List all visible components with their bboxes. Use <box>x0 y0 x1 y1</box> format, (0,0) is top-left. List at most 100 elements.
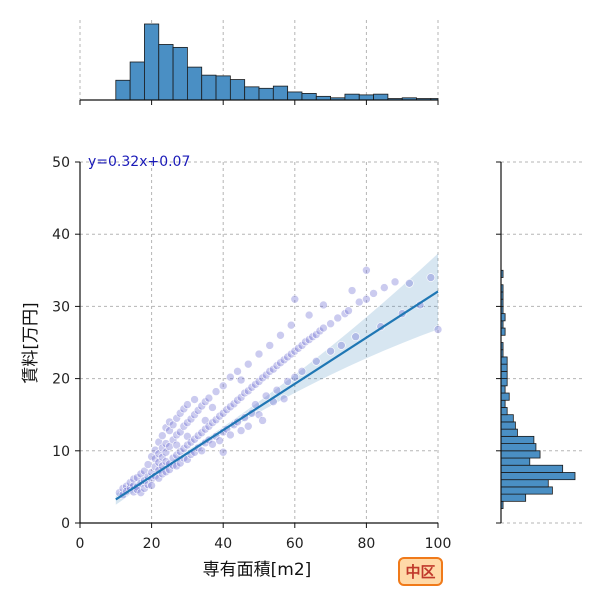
scatter-point <box>258 373 267 383</box>
scatter-point <box>311 330 321 339</box>
scatter-point <box>304 310 314 320</box>
scatter-point <box>197 428 207 438</box>
right-hist-bar <box>500 356 508 365</box>
scatter-point <box>204 421 214 431</box>
right-hist-bar <box>500 443 537 452</box>
scatter-point <box>154 458 164 467</box>
scatter-point <box>276 358 285 368</box>
scatter-point <box>193 431 203 440</box>
scatter-point <box>183 440 192 450</box>
fit-equation-label: y=0.32x+0.07 <box>88 154 190 170</box>
grid-lines <box>79 20 585 524</box>
scatter-point <box>158 431 167 440</box>
scatter-point <box>226 372 235 382</box>
scatter-point <box>351 332 360 342</box>
right-hist-bar <box>500 486 553 495</box>
scatter-point <box>172 414 181 423</box>
right-hist-bar <box>500 435 535 444</box>
scatter-point <box>319 300 328 310</box>
y-tick-label: 10 <box>52 444 70 460</box>
top-hist-bar <box>358 94 374 101</box>
right-hist-bar <box>500 479 549 488</box>
x-tick-label: 40 <box>214 536 232 552</box>
scatter-point <box>125 478 135 487</box>
top-hist-bar <box>201 74 217 101</box>
scatter-point <box>147 481 156 490</box>
scatter-point <box>233 367 242 376</box>
tick-labels: 0 20 40 60 80 100 0 10 20 30 40 50 <box>52 155 451 552</box>
scatter-point <box>186 414 196 424</box>
scatter-point <box>315 326 325 336</box>
scatter-point <box>186 437 196 447</box>
scatter-point <box>286 320 296 330</box>
x-tick-label: 0 <box>76 536 85 552</box>
scatter-point <box>247 382 257 392</box>
y-axis-title: 賃料[万円] <box>21 302 41 383</box>
x-tick-label: 80 <box>357 536 375 552</box>
x-tick-label: 20 <box>143 536 161 552</box>
scatter-point <box>236 393 246 402</box>
scatter-point <box>283 377 292 386</box>
fit-line-group <box>115 290 439 501</box>
scatter-point <box>172 430 181 440</box>
scatter-point <box>243 386 253 396</box>
y-tick-label: 40 <box>52 227 70 243</box>
top-hist-bar <box>301 93 317 101</box>
scatter-point <box>172 440 181 450</box>
scatter-point <box>218 381 228 391</box>
scatter-point <box>158 443 167 453</box>
top-hist-bar <box>158 44 174 101</box>
fit-line <box>115 290 439 501</box>
region-badge: 中区 <box>398 557 443 586</box>
right-hist-bar <box>500 313 506 322</box>
right-hist-bar <box>500 392 510 401</box>
scatter-point <box>190 410 199 420</box>
scatter-point <box>272 361 282 370</box>
right-hist-bar <box>500 327 506 336</box>
scatter-point <box>208 440 217 449</box>
scatter-point <box>379 283 389 292</box>
scatter-point <box>204 393 214 403</box>
scatter-point <box>208 403 217 412</box>
scatter-point <box>290 346 300 356</box>
x-tick-label: 60 <box>286 536 304 552</box>
top-hist-bar <box>172 46 188 101</box>
scatter-point <box>290 372 300 382</box>
scatter-point <box>226 402 235 412</box>
scatter-point <box>218 447 228 457</box>
scatter-point <box>175 408 185 418</box>
top-hist-bar <box>186 66 203 101</box>
right-hist-bar <box>500 421 516 430</box>
scatter-point <box>201 424 210 434</box>
right-hist-bar <box>500 414 514 423</box>
scatter-point <box>311 356 321 366</box>
scatter-point <box>229 399 239 409</box>
top-hist-bar <box>129 61 145 101</box>
scatter-point <box>254 349 264 359</box>
top-hist-bar <box>272 85 289 101</box>
scatter-point <box>426 273 436 282</box>
scatter-point <box>158 452 167 462</box>
scatter-point <box>183 418 192 427</box>
scatter-point <box>261 391 271 401</box>
scatter-point <box>369 289 378 298</box>
y-tick-label: 50 <box>52 155 70 171</box>
right-hist-bar <box>500 464 564 473</box>
right-hist-bar <box>500 472 576 481</box>
right-hist-bar <box>500 370 508 380</box>
scatter-point <box>211 387 221 396</box>
scatter-point <box>279 394 289 404</box>
scatter-point <box>172 461 181 471</box>
scatter-point <box>190 395 199 404</box>
scatter-point <box>183 400 192 409</box>
scatter-point <box>150 445 160 455</box>
top-hist-bar <box>258 87 274 101</box>
scatter-point <box>197 446 207 456</box>
scatter-point <box>297 367 307 376</box>
right-hist-bar <box>500 385 506 394</box>
scatter-point <box>165 442 174 451</box>
scatter-point <box>154 473 164 483</box>
scatter-point <box>233 395 242 405</box>
right-hist-bar <box>500 428 518 437</box>
